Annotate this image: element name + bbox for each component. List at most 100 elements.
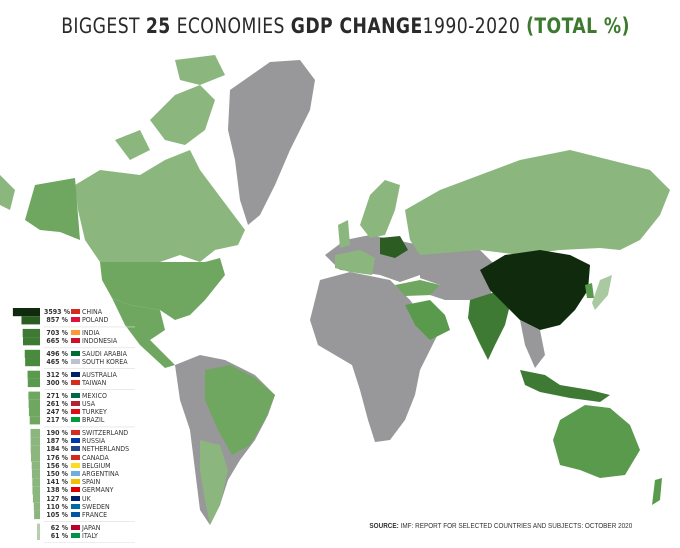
- legend-row: 150 % ARGENTINA: [44, 470, 119, 478]
- legend-value: 312 %: [46, 370, 68, 379]
- country-poland: [380, 236, 408, 258]
- legend-row: 3593 % CHINA: [44, 308, 102, 316]
- legend-value: 150 %: [46, 469, 68, 478]
- flag-icon: [71, 359, 80, 364]
- legend-bar: [34, 510, 40, 520]
- legend-bar: [37, 523, 40, 532]
- flag-icon: [71, 503, 80, 509]
- legend-value: 176 %: [46, 453, 68, 462]
- country-western-europe: [335, 250, 375, 275]
- country-usa-alaska: [25, 178, 80, 240]
- legend-row: 156 % BELGIUM: [44, 462, 110, 470]
- legend-country: JAPAN: [82, 523, 101, 532]
- legend-row: 665 % INDONESIA: [44, 337, 117, 345]
- legend-value: 496 %: [46, 349, 68, 358]
- country-japan: [592, 275, 612, 310]
- source-label: SOURCE:: [369, 521, 399, 530]
- legend-value: 187 %: [46, 437, 68, 446]
- legend-bar: [28, 391, 40, 400]
- flag-icon: [71, 495, 80, 501]
- country-canada: [75, 150, 245, 262]
- flag-icon: [71, 470, 80, 476]
- source-text: IMF: REPORT FOR SELECTED COUNTRIES AND S…: [400, 521, 632, 530]
- title-unit: (TOTAL %): [526, 14, 630, 38]
- flag-icon: [71, 379, 80, 385]
- country-argentina: [200, 440, 228, 525]
- flag-icon: [71, 409, 80, 414]
- legend-row: 271 % MEXICO: [44, 392, 107, 400]
- legend-row: 187 % RUSSIA: [44, 437, 105, 445]
- legend-bar: [12, 308, 40, 317]
- legend-row: 127 % UK: [44, 494, 91, 503]
- legend-value: 217 %: [46, 416, 68, 425]
- legend-bar: [30, 437, 40, 446]
- legend-bar: [28, 399, 40, 408]
- legend-value: 105 %: [46, 510, 68, 519]
- flag-icon: [71, 454, 80, 460]
- legend-country: USA: [82, 399, 96, 408]
- legend-value: 190 %: [46, 428, 68, 437]
- legend-country: TURKEY: [82, 408, 107, 416]
- legend-country: GERMANY: [82, 486, 114, 495]
- flag-icon: [71, 392, 80, 398]
- country-saudi-arabia: [405, 300, 450, 340]
- flag-icon: [71, 371, 80, 377]
- legend-country: CANADA: [82, 453, 109, 462]
- flag-icon: [71, 479, 80, 485]
- legend-row: 300 % TAIWAN: [44, 379, 106, 387]
- legend-country: INDONESIA: [82, 337, 118, 346]
- country-indonesia: [520, 370, 610, 402]
- title-word: 25: [145, 14, 171, 38]
- legend-row: 184 % NETHERLANDS: [44, 445, 129, 453]
- legend-row: 190 % SWITZERLAND: [44, 429, 128, 437]
- legend-country: SOUTH KOREA: [82, 358, 128, 366]
- legend-country: CHINA: [82, 308, 103, 316]
- legend-bar: [31, 469, 40, 479]
- legend-value: 110 %: [46, 502, 68, 511]
- legend-country: MEXICO: [82, 391, 107, 400]
- legend-country: ARGENTINA: [82, 469, 119, 478]
- legend-value: 703 %: [46, 328, 68, 337]
- legend-bar: [37, 531, 40, 540]
- legend-value: 127 %: [46, 494, 68, 503]
- legend-bar: [32, 478, 40, 487]
- flag-icon: [71, 400, 80, 406]
- legend-row: 105 % FRANCE: [44, 511, 107, 519]
- legend-country: SWITZERLAND: [82, 428, 129, 437]
- region-central-asia: [420, 250, 500, 300]
- legend-country: AUSTRALIA: [82, 370, 117, 379]
- country-uk: [338, 220, 350, 248]
- legend-row: 312 % AUSTRALIA: [44, 371, 117, 379]
- country-india: [468, 292, 510, 360]
- country-mexico: [112, 298, 175, 368]
- legend-row: 857 % POLAND: [44, 316, 108, 324]
- title-word: BIGGEST: [61, 14, 140, 38]
- country-greenland: [228, 60, 315, 225]
- flag-icon: [71, 524, 80, 530]
- flag-icon: [71, 438, 80, 444]
- country-brazil: [205, 365, 275, 455]
- legend-country: RUSSIA: [82, 437, 106, 446]
- legend-value: 247 %: [46, 408, 68, 416]
- flag-icon: [71, 511, 80, 517]
- flag-icon: [71, 309, 80, 314]
- legend-value: 62 %: [50, 523, 68, 532]
- legend-value: 141 %: [46, 478, 68, 487]
- page-title: BIGGEST 25 ECONOMIES GDP CHANGE1990-2020…: [61, 14, 629, 38]
- legend-country: TAIWAN: [82, 378, 107, 387]
- legend-bar: [27, 370, 40, 379]
- legend-country: FRANCE: [82, 510, 108, 519]
- legend-country: UK: [82, 494, 91, 503]
- legend-country: ITALY: [82, 531, 98, 540]
- country-turkey: [395, 280, 440, 296]
- legend-bar: [29, 416, 40, 425]
- flag-icon: [71, 417, 80, 423]
- legend-value: 3593 %: [44, 308, 71, 316]
- legend-bar: [31, 461, 40, 470]
- country-usa: [100, 258, 225, 320]
- legend-bar: [21, 316, 40, 325]
- legend-bar: [24, 349, 40, 358]
- legend-value: 184 %: [46, 445, 68, 454]
